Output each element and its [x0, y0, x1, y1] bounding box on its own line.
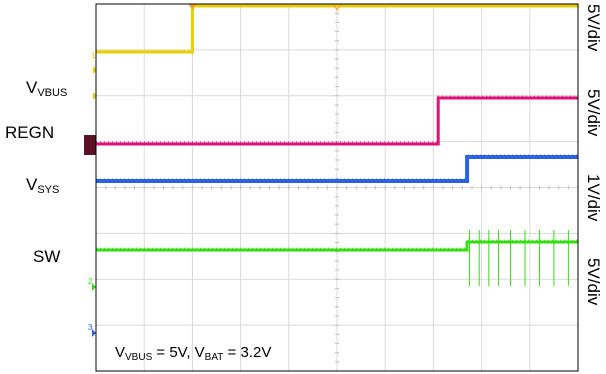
- ch2-arrow-icon: [92, 283, 96, 291]
- trigger-position-marker: [188, 4, 197, 10]
- trace-vbus: [96, 4, 578, 54]
- conditions-note: VVBUS = 5V, VBAT = 3.2V: [115, 344, 272, 363]
- ch3-arrow-icon: [92, 329, 96, 337]
- scale-vbus: 5V/div: [584, 4, 603, 52]
- ch1-arrow-icon: [93, 66, 97, 74]
- scale-vsys: 1V/div: [584, 174, 603, 222]
- scale-regn: 5V/div: [584, 89, 603, 137]
- trace-vbus-noise: [96, 3, 578, 51]
- traces: [96, 3, 578, 286]
- ch3-offset-marker: 3: [88, 323, 93, 332]
- trace-sw: [96, 240, 578, 252]
- scale-sw: 5V/div: [584, 258, 603, 306]
- ch2-offset-marker: 2: [88, 277, 93, 286]
- ch-regn-marker: [84, 135, 96, 155]
- channel-markers: 1 2 3: [84, 3, 342, 337]
- ch1-ground-arrow-icon: [93, 92, 97, 100]
- ch1-offset-marker: 1: [91, 51, 96, 60]
- plot-frame: [95, 3, 579, 372]
- label-vsys: VSYS: [26, 175, 60, 196]
- trace-regn: [96, 96, 578, 146]
- label-regn: REGN: [5, 123, 55, 142]
- trace-vsys: [96, 155, 578, 183]
- grid: [95, 3, 579, 372]
- label-vbus: VVBUS: [26, 78, 68, 99]
- label-sw: SW: [33, 247, 61, 266]
